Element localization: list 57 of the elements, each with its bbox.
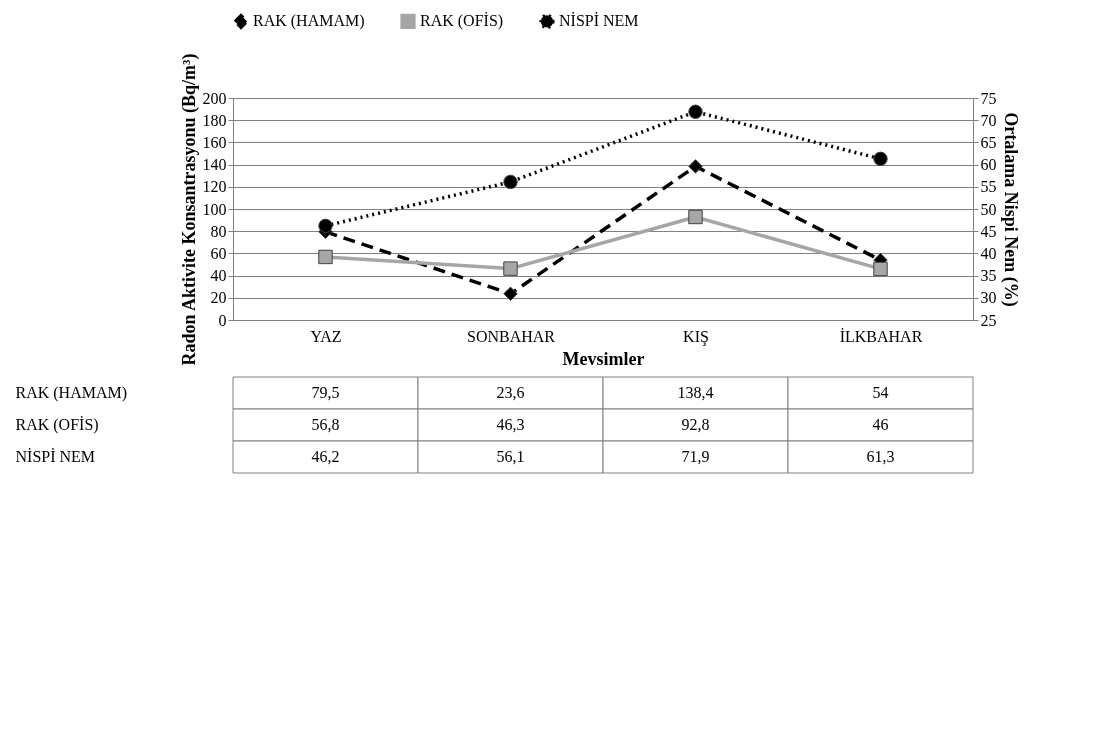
y2-tick-label: 25 [980, 311, 997, 329]
y-tick-label: 160 [202, 133, 227, 151]
data-label: 46,3 [496, 416, 525, 433]
legend-label: NİSPİ NEM [559, 12, 639, 30]
data-label: 56,8 [311, 416, 340, 433]
y2-tick-label: 40 [980, 244, 997, 262]
y-tick-label: 60 [210, 244, 227, 262]
y2-tick-label: 65 [980, 133, 997, 151]
y2-tick-label: 70 [980, 111, 997, 129]
y2-axis-title: Ortalama Nispi Nem (%) [999, 112, 1021, 307]
y-tick-label: 100 [202, 200, 227, 218]
data-label: 71,9 [681, 448, 710, 465]
data-label: 138,4 [677, 384, 714, 401]
data-label: 46 [872, 416, 889, 433]
x-tick-label: İLKBAHAR [839, 327, 923, 345]
text: NİSPİ NEM [15, 448, 96, 465]
point [503, 286, 518, 302]
data-label: 92,8 [681, 416, 710, 433]
x-tick-label: KIŞ [683, 327, 709, 346]
point [688, 104, 703, 119]
y2-tick-label: 35 [980, 267, 997, 285]
point [503, 261, 518, 276]
y2-tick-label: 30 [980, 289, 997, 307]
data-label: 54 [872, 384, 889, 401]
point [318, 218, 333, 234]
data-label: 61,3 [866, 448, 895, 465]
y-tick-label: 40 [210, 267, 227, 285]
x-tick-label: YAZ [310, 327, 342, 345]
y2-tick-label: 50 [980, 200, 997, 218]
point [873, 261, 888, 277]
point [503, 174, 518, 190]
y-tick-label: 80 [210, 222, 227, 240]
data-label: 23,6 [496, 384, 525, 401]
y-tick-label: 120 [202, 178, 227, 196]
point [318, 249, 333, 265]
point [688, 209, 703, 225]
text: RAK (HAMAM) [15, 384, 128, 401]
data-label: 46,2 [311, 448, 340, 465]
x-tick-label: SONBAHAR [466, 327, 556, 345]
data-label: 56,1 [496, 448, 525, 465]
y-tick-label: 200 [202, 89, 227, 107]
y-tick-label: 20 [210, 289, 227, 307]
point [688, 159, 703, 174]
y2-tick-label: 45 [980, 222, 997, 240]
y2-tick-label: 55 [980, 178, 997, 196]
legend-label: RAK (OFİS) [420, 12, 504, 31]
legend-label: RAK (HAMAM) [253, 12, 365, 31]
y-tick-label: 140 [202, 156, 227, 174]
data-label: 79,5 [311, 384, 340, 401]
y2-tick-label: 60 [980, 156, 997, 174]
x-axis-title: Mevsimler [562, 348, 645, 369]
y2-tick-label: 75 [980, 89, 997, 107]
point [873, 151, 888, 167]
y-tick-label: 0 [218, 311, 227, 329]
y-tick-label: 180 [202, 111, 227, 129]
y-axis-title: Radon Aktivite Konsantrasyonu (Bq/m³) [178, 53, 200, 366]
text: RAK (OFİS) [15, 416, 99, 433]
